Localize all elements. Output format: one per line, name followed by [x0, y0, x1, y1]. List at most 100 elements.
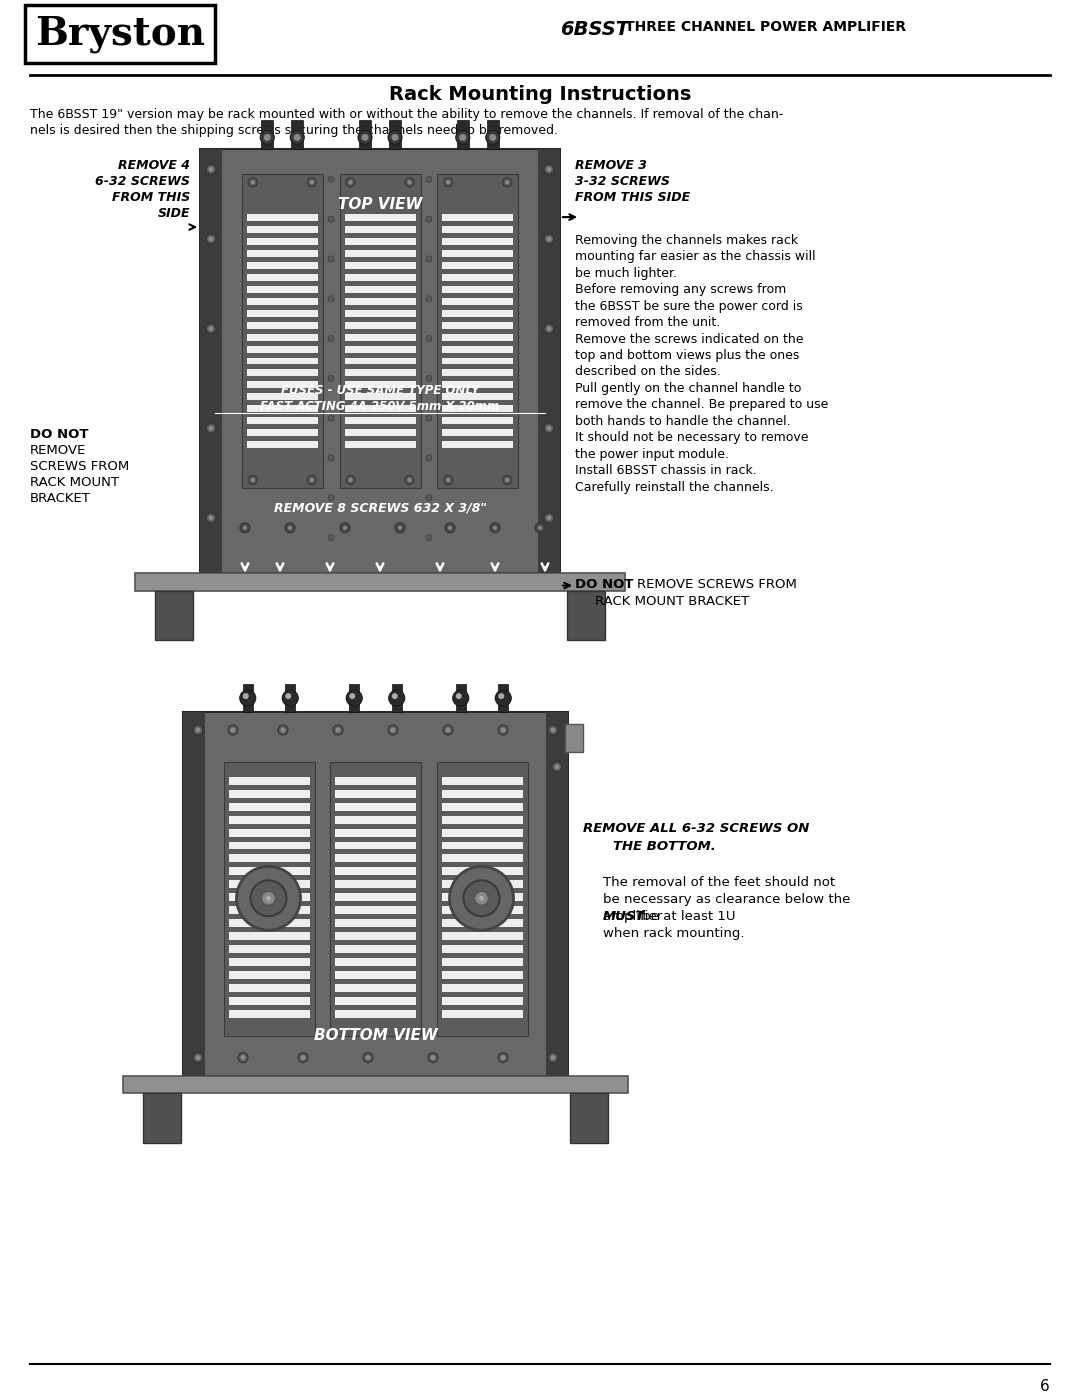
Text: It should not be necessary to remove: It should not be necessary to remove — [575, 432, 809, 444]
Circle shape — [538, 525, 542, 529]
Bar — [335, 816, 416, 824]
Bar — [442, 405, 513, 412]
Text: REMOVE 3: REMOVE 3 — [575, 159, 647, 172]
Bar — [442, 214, 513, 221]
Circle shape — [500, 1055, 505, 1060]
Bar — [442, 358, 513, 365]
Text: top and bottom views plus the ones: top and bottom views plus the ones — [575, 349, 799, 362]
Bar — [567, 591, 605, 640]
Bar — [498, 685, 509, 712]
Circle shape — [546, 166, 552, 172]
Circle shape — [251, 478, 255, 482]
Circle shape — [347, 690, 362, 705]
Circle shape — [193, 725, 203, 735]
Circle shape — [333, 725, 343, 735]
Circle shape — [193, 1053, 203, 1063]
Bar — [335, 855, 416, 862]
Bar — [442, 946, 523, 953]
Circle shape — [195, 1055, 201, 1060]
Bar — [345, 394, 416, 401]
Circle shape — [426, 217, 432, 222]
Circle shape — [544, 513, 554, 522]
Bar — [442, 907, 523, 914]
Bar — [229, 816, 310, 824]
Circle shape — [463, 880, 499, 916]
Bar — [229, 1010, 310, 1018]
Bar — [442, 237, 513, 244]
Circle shape — [336, 728, 340, 732]
Bar — [335, 958, 416, 965]
Circle shape — [498, 1053, 508, 1063]
Circle shape — [546, 326, 552, 331]
Bar — [123, 1076, 627, 1094]
Bar — [442, 310, 513, 317]
Bar — [345, 214, 416, 221]
Text: RACK MOUNT: RACK MOUNT — [30, 476, 119, 489]
Bar — [135, 573, 625, 591]
Circle shape — [238, 1053, 248, 1063]
Bar — [229, 868, 310, 876]
Bar — [345, 286, 416, 293]
Text: MUST: MUST — [603, 911, 646, 923]
Circle shape — [208, 326, 214, 331]
Bar — [143, 1094, 181, 1143]
Circle shape — [291, 130, 305, 144]
Bar — [345, 441, 416, 448]
Bar — [436, 761, 527, 1035]
Circle shape — [544, 423, 554, 433]
Text: REMOVE: REMOVE — [30, 444, 86, 457]
Circle shape — [546, 236, 552, 242]
Circle shape — [405, 475, 414, 485]
Bar — [565, 724, 583, 752]
Circle shape — [300, 1055, 306, 1060]
Bar — [345, 237, 416, 244]
Bar — [442, 997, 523, 1004]
Circle shape — [241, 1055, 245, 1060]
Bar — [538, 149, 561, 573]
Circle shape — [426, 495, 432, 502]
Circle shape — [349, 180, 352, 184]
Text: Before removing any screws from: Before removing any screws from — [575, 284, 786, 296]
Bar — [335, 789, 416, 798]
Circle shape — [480, 895, 484, 901]
Bar — [442, 345, 513, 352]
Circle shape — [500, 728, 505, 732]
Circle shape — [206, 423, 216, 433]
Text: Removing the channels makes rack: Removing the channels makes rack — [575, 235, 798, 247]
Circle shape — [445, 522, 455, 532]
Circle shape — [544, 165, 554, 175]
Circle shape — [278, 725, 288, 735]
Bar — [345, 358, 416, 365]
Bar — [442, 789, 523, 798]
Bar — [442, 298, 513, 305]
Circle shape — [230, 728, 235, 732]
Bar — [335, 919, 416, 928]
Bar — [261, 120, 273, 149]
Circle shape — [498, 693, 504, 698]
Bar — [442, 369, 513, 376]
Bar — [229, 946, 310, 953]
Bar — [246, 405, 318, 412]
Bar — [229, 997, 310, 1004]
Bar — [345, 226, 416, 233]
Bar — [345, 369, 416, 376]
Bar — [335, 880, 416, 888]
Bar — [229, 855, 310, 862]
Text: Remove the screws indicated on the: Remove the screws indicated on the — [575, 332, 804, 345]
Circle shape — [328, 296, 334, 302]
Circle shape — [248, 475, 257, 485]
Circle shape — [288, 525, 292, 529]
Bar — [442, 893, 523, 901]
Bar — [246, 345, 318, 352]
Text: the 6BSST be sure the power cord is: the 6BSST be sure the power cord is — [575, 300, 802, 313]
Circle shape — [307, 177, 316, 187]
Circle shape — [237, 866, 300, 930]
Bar — [442, 274, 513, 281]
Circle shape — [349, 478, 352, 482]
Bar — [349, 685, 360, 712]
Bar — [243, 685, 253, 712]
Circle shape — [405, 177, 414, 187]
Circle shape — [459, 134, 467, 141]
Bar — [442, 250, 513, 257]
Bar — [345, 429, 416, 436]
